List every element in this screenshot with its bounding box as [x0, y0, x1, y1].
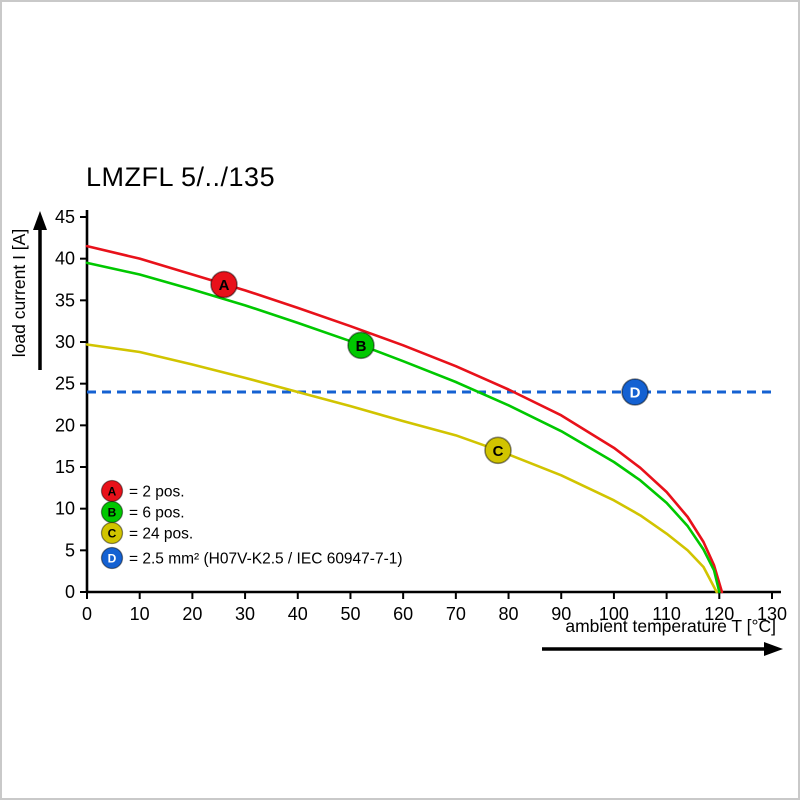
x-tick-label: 110	[652, 604, 681, 624]
x-tick-label: 10	[130, 604, 150, 624]
marker-a-letter: A	[219, 277, 230, 294]
legend-letter-d: D	[108, 552, 117, 566]
x-tick-label: 30	[235, 604, 255, 624]
legend-text-d: = 2.5 mm² (H07V-K2.5 / IEC 60947-7-1)	[129, 551, 403, 568]
y-tick-label: 5	[65, 540, 75, 560]
curve-c	[85, 343, 718, 594]
legend-text-a: = 2 pos.	[129, 484, 185, 501]
x-tick-label: 100	[599, 604, 629, 624]
legend-text-c: = 24 pos.	[129, 526, 193, 543]
x-tick-label: 80	[499, 604, 519, 624]
x-tick-label: 130	[757, 604, 787, 624]
x-tick-label: 50	[340, 604, 360, 624]
y-tick-label: 20	[55, 415, 75, 435]
chart-title: LMZFL 5/../135	[86, 162, 276, 192]
x-tick-label: 90	[551, 604, 571, 624]
y-tick-label: 45	[55, 207, 75, 227]
legend-marker-d-icon	[100, 546, 124, 570]
y-tick-label: 10	[55, 499, 75, 519]
x-tick-label: 60	[393, 604, 413, 624]
x-tick-label: 0	[82, 604, 92, 624]
x-tick-label: 120	[704, 604, 734, 624]
marker-b-letter: B	[356, 338, 367, 355]
marker-b-circle-icon	[347, 331, 375, 360]
marker-c-circle-icon	[484, 436, 512, 465]
x-tick-label: 40	[288, 604, 308, 624]
x-tick-label: 20	[182, 604, 202, 624]
y-axis-arrow-icon	[33, 211, 47, 370]
marker-a-circle-icon	[210, 270, 238, 299]
legend-letter-c: C	[108, 527, 117, 541]
x-tick-label: 70	[446, 604, 466, 624]
y-tick-label: 25	[55, 374, 75, 394]
marker-d-letter: D	[630, 385, 641, 402]
legend-letter-b: B	[108, 506, 117, 520]
marker-d-circle-icon	[621, 378, 649, 406]
y-tick-label: 30	[55, 332, 75, 352]
y-tick-label: 0	[65, 582, 75, 602]
marker-c-letter: C	[493, 443, 504, 460]
y-tick-label: 15	[55, 457, 75, 477]
plot-area: 0 10 20 30 40 50 60 70 80 90 100 110 120 130 0 5 10 15 20 2…	[55, 207, 787, 624]
y-tick-label: 35	[55, 290, 75, 310]
legend-text-b: = 6 pos.	[129, 505, 185, 522]
y-tick-label: 40	[55, 249, 75, 269]
curve-b	[85, 261, 721, 594]
x-axis-arrow-icon	[542, 642, 783, 656]
legend-letter-a: A	[108, 485, 117, 499]
legend-marker-c-icon	[100, 521, 124, 545]
x-axis-label: ambient temperature T [°C]	[565, 616, 776, 636]
